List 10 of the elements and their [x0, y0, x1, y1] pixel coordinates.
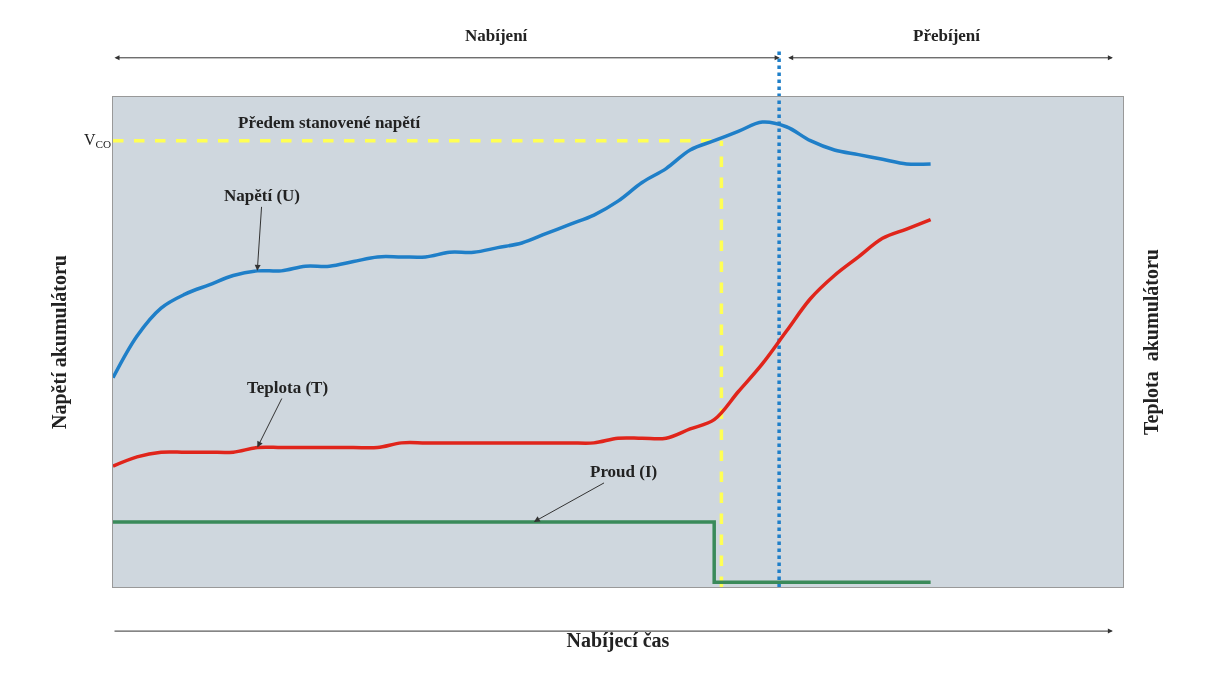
- annotation: Napětí (U): [224, 186, 301, 205]
- y2-axis-title: Teplota akumulátoru: [1139, 249, 1163, 435]
- ref-line-label: V$_{CO}$: [84, 131, 112, 151]
- text: Přebíjení: [913, 26, 981, 45]
- x-axis-title: Nabíjecí čas: [566, 628, 670, 652]
- y-axis-title: Napětí akumulátoru: [47, 255, 71, 429]
- text: Nabíjení: [465, 26, 528, 45]
- annotation: Teplota (T): [247, 378, 329, 397]
- annotation: Předem stanovené napětí: [238, 113, 421, 132]
- annotation: Proud (I): [590, 462, 658, 481]
